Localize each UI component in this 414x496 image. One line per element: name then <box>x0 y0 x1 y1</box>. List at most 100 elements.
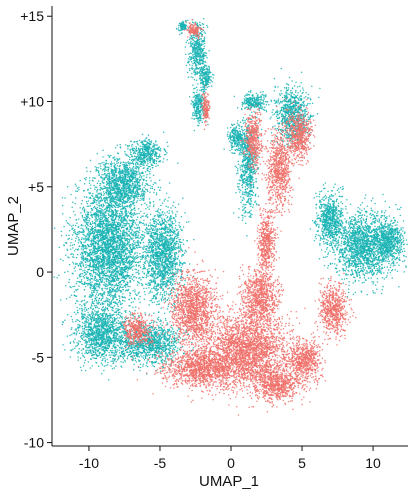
data-point <box>119 240 121 242</box>
data-point <box>93 213 95 215</box>
data-point <box>81 305 83 307</box>
data-point <box>101 317 103 319</box>
data-point <box>117 314 119 316</box>
data-point <box>102 228 104 230</box>
data-point <box>98 261 100 263</box>
data-point <box>137 216 139 218</box>
data-point <box>111 309 113 311</box>
data-point <box>98 340 100 342</box>
data-point <box>122 221 124 223</box>
data-point <box>89 220 91 222</box>
data-point <box>97 350 99 352</box>
data-point <box>84 314 86 316</box>
data-point <box>92 330 94 332</box>
data-point <box>69 224 71 226</box>
data-point <box>141 191 143 193</box>
data-point <box>113 289 115 291</box>
data-point <box>92 347 94 349</box>
data-point <box>121 274 123 276</box>
data-point <box>122 356 124 358</box>
data-point <box>81 203 83 205</box>
data-point <box>122 344 124 346</box>
data-point <box>102 296 104 298</box>
data-point <box>118 248 120 250</box>
data-point <box>99 275 101 277</box>
data-point <box>99 232 101 234</box>
data-point <box>119 284 121 286</box>
data-point <box>79 304 81 306</box>
data-point <box>103 301 105 303</box>
data-point <box>86 216 88 218</box>
data-point <box>95 318 97 320</box>
data-point <box>86 247 88 249</box>
data-point <box>122 225 124 227</box>
data-point <box>162 336 164 338</box>
data-point <box>100 344 102 346</box>
data-point <box>146 360 148 362</box>
data-point <box>115 347 117 349</box>
data-point <box>120 291 122 293</box>
data-point <box>131 225 133 227</box>
data-point <box>98 283 100 285</box>
data-point <box>125 249 127 251</box>
data-point <box>112 244 114 246</box>
data-point <box>117 204 119 206</box>
data-point <box>69 230 71 232</box>
data-point <box>136 233 138 235</box>
data-point <box>96 293 98 295</box>
data-point <box>98 265 100 267</box>
data-point <box>67 238 69 240</box>
data-point <box>108 276 110 278</box>
data-point <box>65 285 67 287</box>
data-point <box>91 290 93 292</box>
data-point <box>115 361 117 363</box>
data-point <box>97 346 99 348</box>
data-point <box>86 167 88 169</box>
data-point <box>91 343 93 345</box>
data-point <box>117 287 119 289</box>
data-point <box>102 277 104 279</box>
data-point <box>90 160 92 162</box>
data-point <box>84 221 86 223</box>
data-point <box>67 335 69 337</box>
data-point <box>72 286 74 288</box>
data-point <box>105 342 107 344</box>
data-point <box>95 272 97 274</box>
data-point <box>102 334 104 336</box>
data-point <box>98 333 100 335</box>
data-point <box>74 338 76 340</box>
data-point <box>126 233 128 235</box>
data-point <box>108 206 110 208</box>
data-point <box>97 189 99 191</box>
data-point <box>90 324 92 326</box>
data-point <box>106 207 108 209</box>
data-point <box>117 266 119 268</box>
data-point <box>137 284 139 286</box>
data-point <box>103 214 105 216</box>
data-point <box>71 316 73 318</box>
data-point <box>106 223 108 225</box>
data-point <box>69 335 71 337</box>
data-point <box>78 226 80 228</box>
data-point <box>148 263 150 265</box>
data-point <box>84 275 86 277</box>
data-point <box>112 314 114 316</box>
data-point <box>68 235 70 237</box>
data-point <box>115 199 117 201</box>
data-point <box>103 281 105 283</box>
data-point <box>113 314 115 316</box>
data-point <box>121 284 123 286</box>
data-point <box>133 259 135 261</box>
data-point <box>81 349 83 351</box>
data-point <box>102 322 104 324</box>
data-point <box>95 306 97 308</box>
data-point <box>129 228 131 230</box>
data-point <box>109 237 111 239</box>
data-point <box>108 217 110 219</box>
data-point <box>124 263 126 265</box>
data-point <box>83 249 85 251</box>
data-point <box>100 314 102 316</box>
data-point <box>86 336 88 338</box>
data-point <box>129 226 131 228</box>
data-point <box>112 269 114 271</box>
